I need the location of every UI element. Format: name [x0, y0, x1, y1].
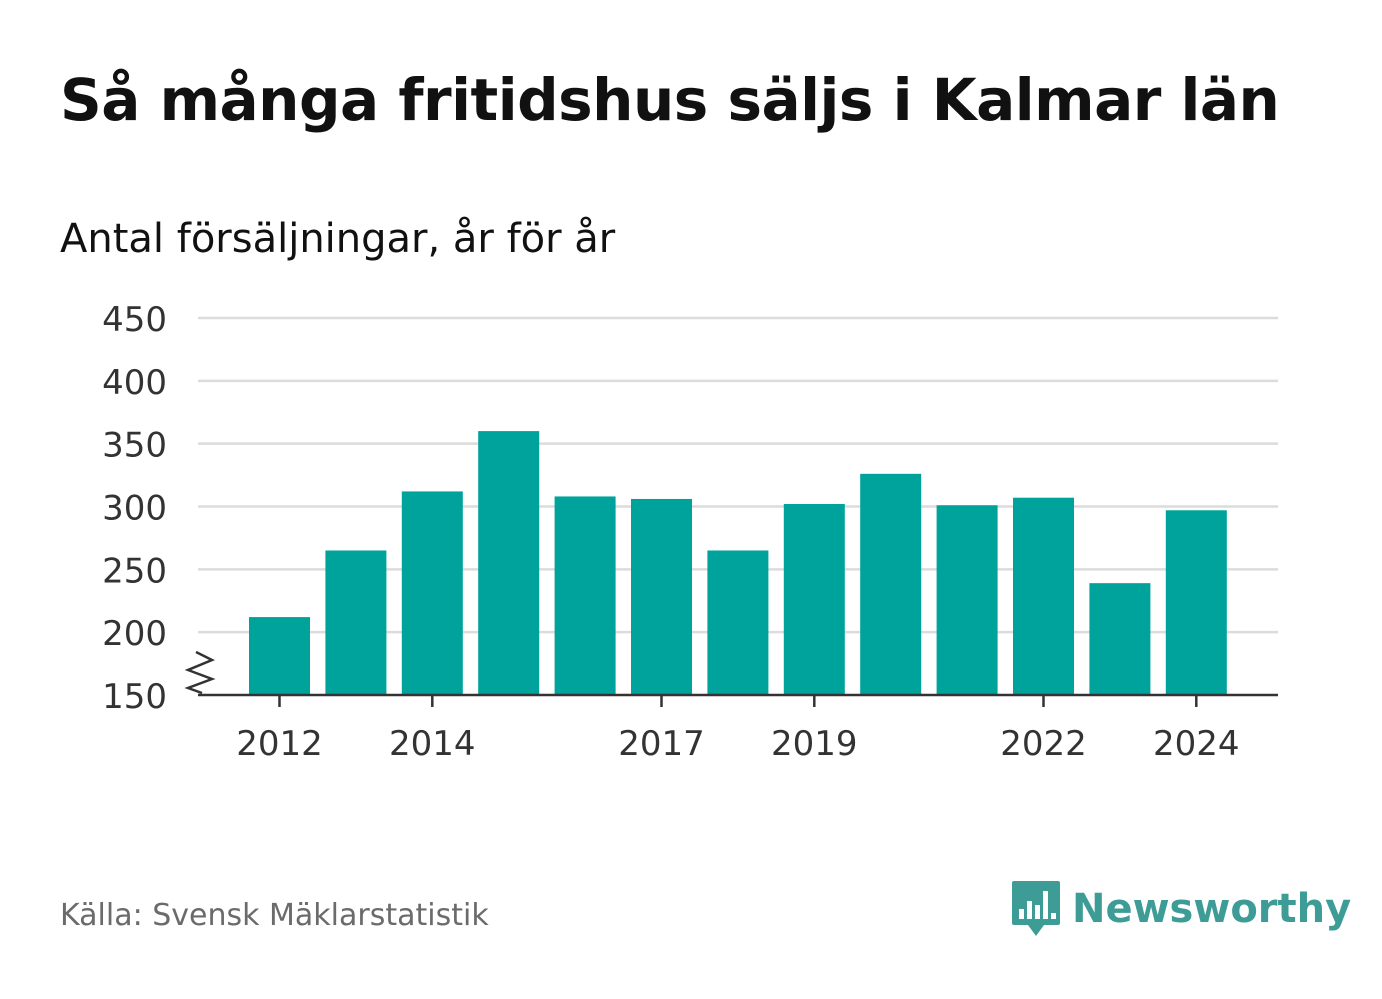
bar-2017: [631, 498, 692, 695]
y-tick-label: 150: [102, 677, 167, 717]
y-tick-label: 300: [102, 489, 167, 529]
axis-break-symbol: [184, 650, 216, 695]
chart-subtitle: Antal försäljningar, år för år: [60, 216, 616, 262]
bar-2021: [936, 505, 998, 695]
y-tick-label: 450: [102, 300, 167, 340]
y-tick-label: 250: [102, 551, 167, 591]
x-tick-label: 2012: [236, 724, 323, 764]
bar-2015: [478, 431, 540, 695]
bar-2023: [1089, 583, 1151, 695]
y-tick-label: 350: [102, 426, 167, 466]
bar-2022: [1013, 497, 1074, 695]
chart-title: Så många fritidshus säljs i Kalmar län: [60, 66, 1280, 134]
bar-2018: [707, 550, 769, 695]
source-note: Källa: Svensk Mäklarstatistik: [60, 898, 489, 933]
x-tick-label: 2017: [618, 724, 705, 764]
y-tick-label: 400: [102, 363, 167, 403]
y-tick-labels: 150 200 250 300 350 400 450: [102, 300, 167, 717]
bar-2020: [860, 473, 922, 695]
x-tick-labels: 2012 2014 2017 2019 2022 2024: [236, 724, 1239, 764]
bar-2014: [401, 491, 463, 695]
brand-logo: Newsworthy: [1010, 878, 1351, 940]
bar-2013: [325, 550, 387, 695]
x-tick-label: 2014: [389, 724, 476, 764]
bar-chart-speech-bubble-icon: [1012, 881, 1060, 936]
x-tick-label: 2024: [1153, 724, 1240, 764]
y-tick-label: 200: [102, 614, 167, 654]
x-axis: [184, 650, 1278, 707]
bar-2024: [1165, 510, 1227, 695]
x-tick-label: 2019: [771, 724, 858, 764]
bars: [249, 431, 1227, 695]
bar-2012: [249, 617, 310, 695]
bar-2019: [783, 503, 845, 695]
x-tick-label: 2022: [1000, 724, 1087, 764]
bar-2016: [554, 496, 616, 695]
brand-name: Newsworthy: [1072, 886, 1352, 932]
